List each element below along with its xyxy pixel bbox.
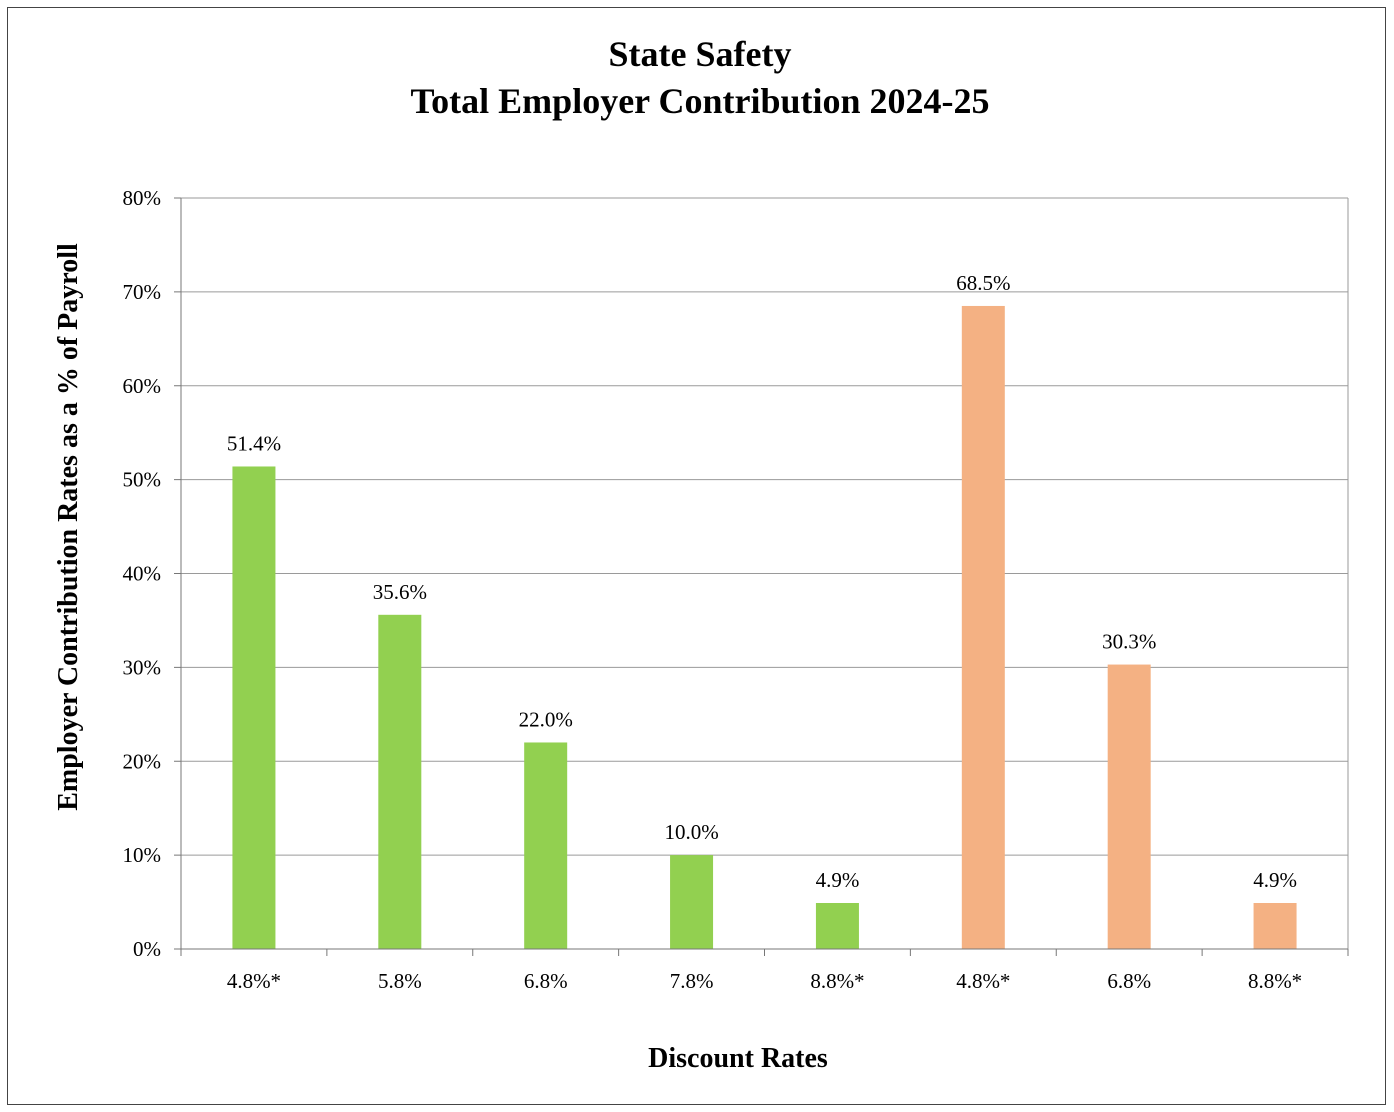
x-axis-ticks: 4.8%* 5.8% 6.8% 7.8% 8.8%* 4.8%* 6.8% 8.8%* [180,948,1349,993]
y-tick-label: 20% [123,749,162,773]
x-tick-label: 8.8%* [1248,969,1302,993]
chart-title-line-1: State Safety [609,34,792,74]
x-tick-label: 6.8% [524,969,568,993]
bar [815,903,859,949]
y-tick-label: 40% [123,562,162,586]
y-tick-label: 80% [123,186,162,210]
x-tick-label: 7.8% [670,969,714,993]
x-axis-title: Discount Rates [648,1043,828,1074]
x-tick-label: 5.8% [378,969,422,993]
x-tick-label: 4.8%* [956,969,1010,993]
data-label: 4.9% [816,868,860,892]
bar [524,742,568,949]
x-tick-label: 8.8%* [810,969,864,993]
y-tick-label: 30% [123,655,162,679]
y-tick-label: 60% [123,374,162,398]
bar [670,855,714,949]
bar [1253,903,1297,949]
data-label: 30.3% [1102,630,1156,654]
x-tick-label: 4.8%* [227,969,281,993]
x-tick-label: 6.8% [1107,969,1151,993]
y-tick-label: 0% [133,937,161,961]
y-tick-label: 70% [123,280,162,304]
data-label: 22.0% [519,707,573,731]
data-label: 10.0% [664,820,718,844]
data-label: 68.5% [956,271,1010,295]
data-label: 4.9% [1253,868,1297,892]
bar [961,305,1005,949]
gridlines [180,197,1349,950]
bar [378,614,422,949]
y-axis-title: Employer Contribution Rates as a % of Pa… [53,243,84,811]
y-tick-label: 10% [123,843,162,867]
data-labels: 51.4% 35.6% 22.0% 10.0% 4.9% 68.5% 30.3% 4.9% [227,271,1297,892]
bar [1107,664,1151,949]
bar [232,466,276,949]
y-axis-ticks: 0% 10% 20% 30% 40% 50% 60% 70% 80% [123,186,181,961]
data-label: 35.6% [373,580,427,604]
data-label: 51.4% [227,431,281,455]
y-tick-label: 50% [123,468,162,492]
bars [232,305,1297,949]
chart-title-line-2: Total Employer Contribution 2024-25 [410,81,989,121]
